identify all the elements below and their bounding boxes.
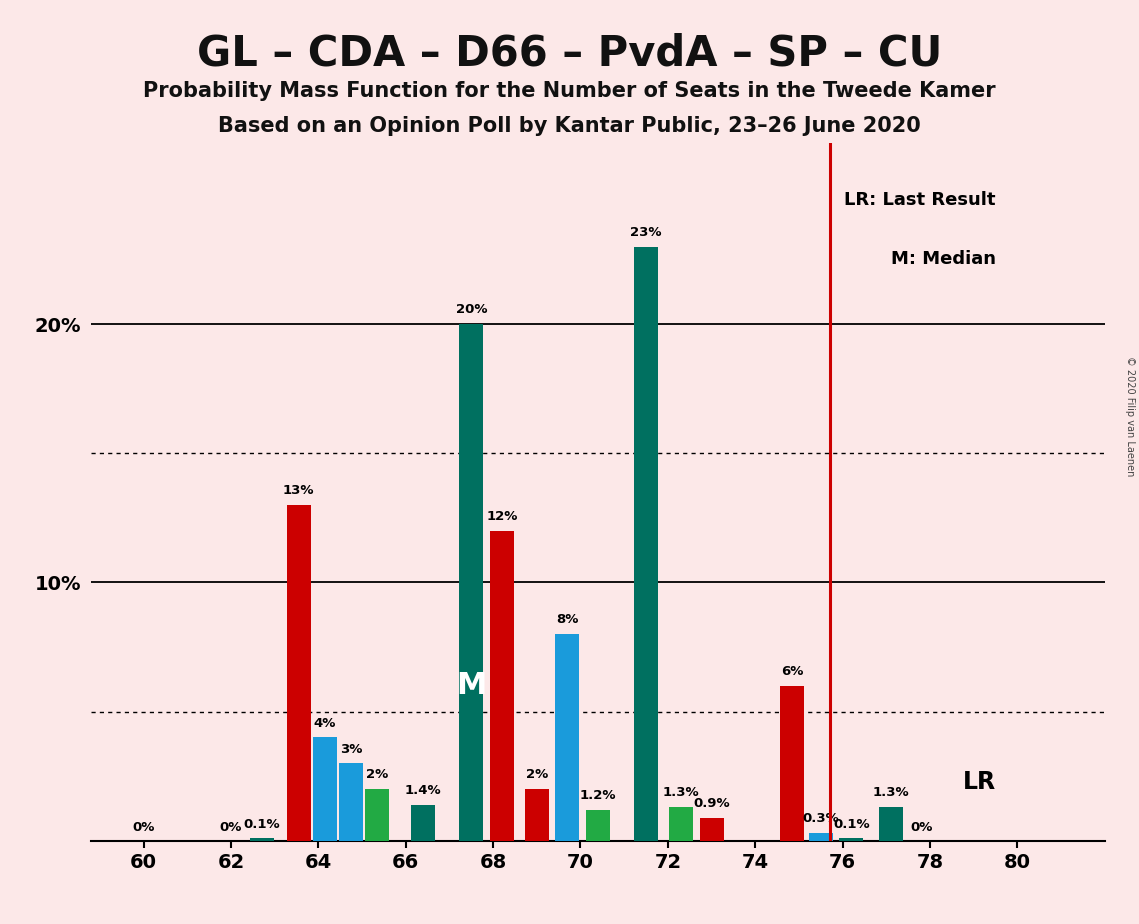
Text: 2%: 2%: [526, 769, 548, 782]
Bar: [809, 833, 833, 841]
Text: 1.2%: 1.2%: [580, 789, 616, 802]
Bar: [411, 805, 435, 841]
Text: M: M: [456, 672, 486, 700]
Text: 8%: 8%: [556, 614, 579, 626]
Text: © 2020 Filip van Laenen: © 2020 Filip van Laenen: [1125, 356, 1134, 476]
Text: 0.9%: 0.9%: [694, 796, 730, 809]
Text: 6%: 6%: [781, 665, 804, 678]
Text: 23%: 23%: [630, 225, 662, 238]
Text: 20%: 20%: [456, 303, 487, 316]
Text: GL – CDA – D66 – PvdA – SP – CU: GL – CDA – D66 – PvdA – SP – CU: [197, 32, 942, 74]
Bar: [585, 809, 611, 841]
Text: 0.3%: 0.3%: [803, 812, 839, 825]
Bar: [313, 737, 337, 841]
Text: 0.1%: 0.1%: [244, 818, 280, 831]
Bar: [556, 634, 580, 841]
Bar: [878, 808, 903, 841]
Text: 1.3%: 1.3%: [872, 786, 909, 799]
Bar: [490, 530, 514, 841]
Bar: [366, 789, 390, 841]
Bar: [839, 838, 863, 841]
Bar: [699, 818, 723, 841]
Text: 3%: 3%: [339, 743, 362, 756]
Text: 0%: 0%: [220, 821, 243, 834]
Bar: [287, 505, 311, 841]
Text: 1.3%: 1.3%: [663, 786, 699, 799]
Text: 1.4%: 1.4%: [404, 784, 442, 796]
Text: Based on an Opinion Poll by Kantar Public, 23–26 June 2020: Based on an Opinion Poll by Kantar Publi…: [219, 116, 920, 136]
Bar: [249, 838, 273, 841]
Text: LR: Last Result: LR: Last Result: [844, 191, 995, 209]
Bar: [634, 247, 658, 841]
Text: LR: LR: [962, 771, 995, 795]
Text: 2%: 2%: [367, 769, 388, 782]
Bar: [525, 789, 549, 841]
Text: 0%: 0%: [132, 821, 155, 834]
Text: 0%: 0%: [910, 821, 933, 834]
Text: 12%: 12%: [486, 510, 517, 523]
Bar: [669, 808, 693, 841]
Text: 4%: 4%: [313, 717, 336, 730]
Bar: [339, 763, 363, 841]
Bar: [459, 324, 483, 841]
Bar: [780, 686, 804, 841]
Text: M: Median: M: Median: [891, 250, 995, 269]
Text: 13%: 13%: [282, 484, 314, 497]
Text: Probability Mass Function for the Number of Seats in the Tweede Kamer: Probability Mass Function for the Number…: [144, 81, 995, 102]
Text: 0.1%: 0.1%: [833, 818, 870, 831]
